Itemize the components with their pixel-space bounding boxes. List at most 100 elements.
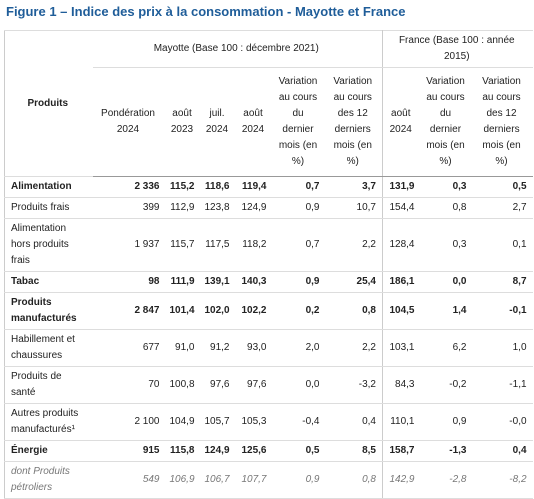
cell: -0,0: [472, 403, 533, 441]
cell: 1,0: [472, 329, 533, 367]
cell: 0,7: [272, 218, 326, 272]
cell: 123,8: [200, 197, 236, 219]
table-row: dont Produits pétroliers 549 106,9 106,7 107…: [4, 461, 533, 499]
cell: 2,0: [272, 329, 326, 367]
cell: 2 100: [92, 403, 166, 441]
cell: 115,7: [165, 218, 201, 272]
table-row: Habillement et chaussures 677 91,0 91,2 93,0…: [4, 329, 533, 367]
cell: 915: [92, 440, 166, 462]
column-header: Variation au cours des 12 derniers mois …: [325, 67, 383, 177]
cell: -0,2: [420, 366, 473, 404]
cell: 97,6: [235, 366, 273, 404]
cell: 97,6: [200, 366, 236, 404]
cell: 8,7: [472, 271, 533, 293]
cell: 0,9: [272, 197, 326, 219]
table-row: Produits de santé 70 100,8 97,6 97,6 0,0 -3,2 8…: [4, 366, 533, 404]
cell: 0,5: [472, 176, 533, 198]
cell: 111,9: [165, 271, 201, 293]
table-row: Autres produits manufacturés¹ 2 100 104,9 1…: [4, 403, 533, 441]
cell: 0,5: [272, 440, 326, 462]
cell: 106,7: [200, 461, 236, 499]
cell: 0,3: [420, 176, 473, 198]
cell: 139,1: [200, 271, 236, 293]
page: Figure 1 – Indice des prix à la consomma…: [4, 4, 533, 499]
row-label: Produits de santé: [4, 366, 93, 404]
cell: 2,2: [325, 329, 383, 367]
row-label: Alimentation: [4, 176, 93, 198]
cell: 104,5: [382, 292, 421, 330]
cell: 0,1: [472, 218, 533, 272]
cell: -0,1: [472, 292, 533, 330]
cell: 115,8: [165, 440, 201, 462]
cell: 101,4: [165, 292, 201, 330]
group-header: Mayotte (Base 100 : décembre 2021): [92, 30, 383, 68]
row-label: Énergie: [4, 440, 93, 462]
cell: 112,9: [165, 197, 201, 219]
cell: -8,2: [472, 461, 533, 499]
table-row: Tabac 98 111,9 139,1 140,3 0,9 25,4 186,1 0,0 8,7: [4, 271, 533, 293]
data-table: Produits Mayotte (Base 100 : décembre 20…: [4, 30, 533, 499]
cell: 25,4: [325, 271, 383, 293]
cell: 2 847: [92, 292, 166, 330]
cell: 128,4: [382, 218, 421, 272]
cell: 0,7: [272, 176, 326, 198]
cell: 186,1: [382, 271, 421, 293]
cell: 104,9: [165, 403, 201, 441]
row-label: Autres produits manufacturés¹: [4, 403, 93, 441]
cell: 0,9: [272, 461, 326, 499]
cell: 106,9: [165, 461, 201, 499]
table-row: Alimentation hors produits frais 1 937 115…: [4, 218, 533, 272]
column-header: juil. 2024: [200, 67, 236, 177]
cell: 124,9: [200, 440, 236, 462]
cell: 102,2: [235, 292, 273, 330]
cell: 0,8: [420, 197, 473, 219]
cell: 100,8: [165, 366, 201, 404]
cell: -1,1: [472, 366, 533, 404]
column-header: Variation au cours du dernier mois (en %…: [420, 67, 473, 177]
cell: 0,4: [472, 440, 533, 462]
cell: 8,5: [325, 440, 383, 462]
cell: 124,9: [235, 197, 273, 219]
figure-title: Figure 1 – Indice des prix à la consomma…: [6, 4, 406, 19]
cell: 131,9: [382, 176, 421, 198]
row-label: Tabac: [4, 271, 93, 293]
cell: 107,7: [235, 461, 273, 499]
cell: 1,4: [420, 292, 473, 330]
column-header: août 2024: [235, 67, 273, 177]
cell: 142,9: [382, 461, 421, 499]
cell: 117,5: [200, 218, 236, 272]
cell: 0,0: [420, 271, 473, 293]
cell: 3,7: [325, 176, 383, 198]
cell: 93,0: [235, 329, 273, 367]
column-header: Produits: [4, 30, 93, 177]
cell: -2,8: [420, 461, 473, 499]
cell: 98: [92, 271, 166, 293]
cell: 115,2: [165, 176, 201, 198]
row-label: Produits frais: [4, 197, 93, 219]
cell: 70: [92, 366, 166, 404]
cell: 2,7: [472, 197, 533, 219]
cell: 91,2: [200, 329, 236, 367]
cell: 110,1: [382, 403, 421, 441]
cell: 118,2: [235, 218, 273, 272]
cell: 0,8: [325, 461, 383, 499]
row-label: Alimentation hors produits frais: [4, 218, 93, 272]
column-header: août 2024: [382, 67, 421, 177]
cell: 154,4: [382, 197, 421, 219]
cell: 549: [92, 461, 166, 499]
cell: 0,4: [325, 403, 383, 441]
column-header: août 2023: [165, 67, 201, 177]
cell: 125,6: [235, 440, 273, 462]
cell: 105,3: [235, 403, 273, 441]
cell: 102,0: [200, 292, 236, 330]
cell: 91,0: [165, 329, 201, 367]
group-header: France (Base 100 : année 2015): [381, 30, 533, 68]
cell: -0,4: [272, 403, 326, 441]
column-header: Variation au cours du dernier mois (en %…: [272, 67, 326, 177]
cell: 140,3: [235, 271, 273, 293]
cell: 0,8: [325, 292, 383, 330]
cell: 0,9: [420, 403, 473, 441]
cell: 84,3: [382, 366, 421, 404]
row-label: Produits manufacturés: [4, 292, 93, 330]
row-label: Habillement et chaussures: [4, 329, 93, 367]
